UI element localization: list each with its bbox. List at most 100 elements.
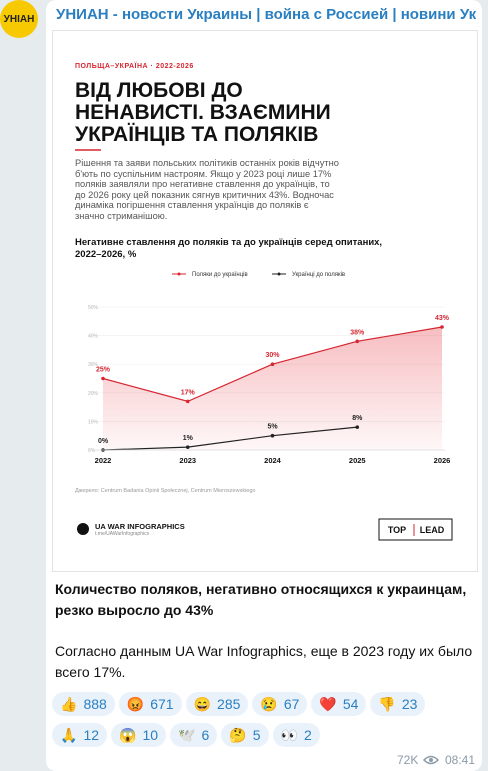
- x-tick-label: 2024: [264, 456, 282, 465]
- reaction[interactable]: 👀 2: [272, 723, 320, 747]
- reaction[interactable]: 🙏 12: [52, 723, 108, 747]
- title-line: УКРАЇНЦІВ ТА ПОЛЯКІВ: [75, 123, 319, 146]
- x-tick-label: 2023: [179, 456, 196, 465]
- y-tick-label: 0%: [88, 448, 96, 454]
- reaction-count: 23: [401, 696, 418, 712]
- infographic[interactable]: [52, 30, 478, 572]
- reaction[interactable]: 🕊️ 6: [170, 723, 218, 747]
- reaction-count: 67: [283, 696, 300, 712]
- reaction-emoji: 😄: [193, 695, 212, 712]
- value-label: 1%: [183, 435, 194, 442]
- post-headline: Количество поляков, негативно относящихс…: [55, 581, 467, 597]
- x-tick-label: 2022: [95, 456, 112, 465]
- reaction-emoji: 🙏: [60, 726, 78, 743]
- logo-left: TOP: [388, 525, 406, 535]
- channel-name[interactable]: УНИАН - новости Украины | война с Россие…: [56, 6, 476, 23]
- y-tick-label: 40%: [88, 334, 99, 340]
- point: [270, 362, 275, 367]
- reaction-emoji: 😱: [119, 726, 137, 743]
- reaction-count: 285: [217, 696, 241, 712]
- value-label: 30%: [265, 352, 280, 359]
- reaction-emoji: 👍: [60, 695, 78, 712]
- reaction-emoji: 👎: [378, 695, 396, 712]
- legend-dot: [277, 272, 281, 276]
- body-line: Рішення та заяви польських політиків ост…: [75, 158, 339, 168]
- value-label: 17%: [181, 389, 196, 396]
- value-label: 43%: [435, 315, 450, 322]
- value-label: 0%: [98, 438, 109, 445]
- logo-right: LEAD: [420, 525, 445, 535]
- line: [102, 426, 358, 451]
- reaction-count: 54: [342, 696, 359, 712]
- point: [355, 425, 360, 429]
- value-label: 8%: [352, 415, 363, 422]
- chart-title: 2022–2026, %: [75, 249, 137, 260]
- body-line: поляків заявляли про негативне ставлення…: [75, 179, 330, 189]
- x-tick-label: 2025: [349, 456, 366, 465]
- title-line: ВІД ЛЮБОВІ ДО: [75, 79, 243, 102]
- reaction-emoji: 🤔: [229, 726, 247, 743]
- reaction-count: 12: [83, 727, 100, 743]
- y-tick-label: 20%: [88, 391, 99, 397]
- reaction-count: 10: [142, 727, 159, 743]
- value-label: 5%: [267, 424, 278, 431]
- views: 72K: [397, 753, 419, 767]
- reaction-count: 671: [150, 696, 174, 712]
- body-line: б'ють по суспільним настроям. Якщо у 202…: [75, 168, 332, 179]
- legend-dot: [177, 272, 181, 276]
- reaction[interactable]: 😡 671: [118, 692, 182, 716]
- point: [185, 445, 190, 449]
- y-tick-label: 10%: [88, 419, 99, 425]
- reaction[interactable]: 🤔 5: [221, 723, 269, 747]
- post-text: Согласно данным UA War Infographics, еще…: [55, 643, 473, 659]
- reaction-count: 5: [252, 727, 261, 743]
- avatar[interactable]: УНІАН: [0, 0, 38, 38]
- reaction-emoji: 😡: [126, 695, 145, 712]
- source: Джерело: Centrum Badania Opinii Społeczn…: [75, 488, 256, 494]
- reaction-count: 6: [201, 727, 210, 743]
- x-tick-label: 2026: [434, 456, 451, 465]
- reaction[interactable]: ❤️ 54: [311, 692, 367, 716]
- reaction[interactable]: 👎 23: [370, 692, 426, 716]
- reaction-emoji: 🕊️: [178, 726, 196, 743]
- legend-label: Поляки до українців: [192, 272, 248, 278]
- brand-link: t.me/UAWarInfographics: [95, 531, 150, 537]
- brand: UA WAR INFOGRAPHICS: [95, 522, 185, 531]
- reaction[interactable]: 😢 67: [252, 692, 308, 716]
- body-line: значно стриманішою.: [75, 210, 168, 221]
- legend-label: Українці до поляків: [292, 272, 345, 278]
- time: 08:41: [445, 753, 476, 767]
- post-headline: резко выросло до 43%: [55, 602, 214, 618]
- title-line: НЕНАВИСТІ. ВЗАЄМИНИ: [75, 101, 331, 124]
- reactions: 👍 888 😡 671 😄 285 😢 67 ❤️ 54 👎 23 🙏 12 😱 10 🕊️ 6 🤔 5 👀 2: [52, 692, 442, 747]
- reaction-emoji: 👀: [280, 726, 298, 743]
- point: [270, 433, 275, 438]
- reaction[interactable]: 😄 285: [185, 692, 249, 716]
- value-label: 38%: [350, 329, 365, 336]
- post-text: всего 17%.: [55, 664, 126, 680]
- reaction-count: 2: [303, 727, 312, 743]
- eye-pupil: [429, 758, 433, 762]
- point: [440, 325, 444, 329]
- reaction[interactable]: 👍 888: [52, 692, 115, 716]
- chart-title: Негативне ставлення до поляків та до укр…: [75, 237, 383, 248]
- body-line: динаміка погіршення ставлення українців …: [75, 200, 309, 210]
- value-label: 25%: [96, 367, 111, 374]
- reaction-count: 888: [83, 696, 107, 712]
- body-line: до 2026 року цей показник сягнув критичн…: [75, 189, 334, 200]
- y-tick-label: 30%: [88, 362, 99, 368]
- reaction-emoji: ❤️: [319, 695, 337, 712]
- area: [103, 327, 442, 450]
- reaction[interactable]: 😱 10: [111, 723, 167, 747]
- kicker: ПОЛЬЩА–УКРАЇНА · 2022-2026: [75, 63, 194, 70]
- point: [101, 376, 105, 381]
- eye-icon: [422, 755, 440, 765]
- brand-icon: [77, 523, 89, 535]
- reaction-emoji: 😢: [260, 695, 278, 712]
- point: [185, 399, 190, 404]
- y-tick-label: 50%: [88, 305, 99, 311]
- logo-box: [378, 518, 453, 541]
- point: [355, 339, 360, 344]
